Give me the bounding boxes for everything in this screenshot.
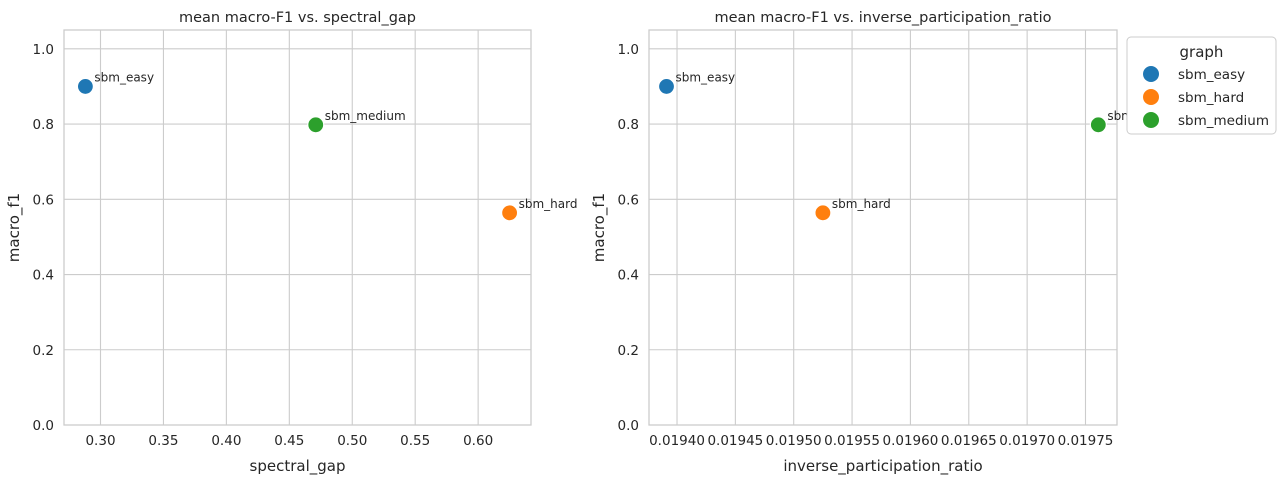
subplot-1: 0.30 0.35 0.40 0.45 0.50 0.55 0.60 0.0 0.2 0.4 0.6…: [5, 10, 577, 476]
data-point-sbm_easy: [76, 77, 94, 96]
legend-entry-label: sbm_medium: [1178, 113, 1269, 129]
legend-box: [1126, 36, 1277, 135]
x-tick-label: 0.45: [274, 433, 304, 449]
x-tick-label: 0.01975: [1058, 433, 1114, 449]
y-axis-label: macro_f1: [590, 193, 609, 262]
y-tick-label: 0.4: [33, 268, 54, 284]
x-tick-label: 0.01940: [649, 433, 705, 449]
data-point-sbm_hard: [814, 204, 832, 222]
x-tick-label: 0.01965: [941, 433, 997, 449]
chart-title: mean macro-F1 vs. inverse_participation_…: [715, 10, 1052, 26]
y-tick-label: 0.4: [618, 268, 639, 284]
data-point-label: sbm_easy: [94, 70, 154, 84]
chart-title: mean macro-F1 vs. spectral_gap: [179, 10, 416, 26]
subplot-2: 0.01940 0.01945 0.01950 0.01955 0.01960 0.019…: [590, 10, 1277, 476]
legend-marker-sbm_easy: [1143, 66, 1159, 82]
y-tick-label: 0.0: [618, 418, 639, 434]
data-point-label: sbm_easy: [676, 70, 736, 84]
data-point-sbm_medium: [1089, 116, 1107, 134]
x-tick-label: 0.35: [148, 433, 178, 449]
y-tick-label: 1.0: [618, 42, 639, 58]
x-tick-label: 0.01960: [883, 433, 939, 449]
plot-frame: [63, 29, 532, 426]
data-point-sbm_medium: [307, 116, 325, 134]
x-axis-label: spectral_gap: [250, 457, 346, 476]
x-tick-label: 0.60: [463, 433, 493, 449]
legend-marker-sbm_hard: [1143, 89, 1159, 105]
y-tick-label: 0.6: [618, 192, 639, 208]
x-tick-label: 0.01955: [824, 433, 880, 449]
y-tick-label: 0.8: [618, 117, 639, 133]
y-tick-label: 1.0: [33, 42, 54, 58]
data-point-sbm_easy: [657, 77, 676, 96]
y-tick-label: 0.0: [33, 418, 54, 434]
plot-frame: [648, 29, 1118, 426]
data-point-label: sbm_hard: [832, 197, 891, 211]
x-tick-label: 0.01945: [707, 433, 763, 449]
x-tick-label: 0.40: [211, 433, 241, 449]
legend-entry-label: sbm_hard: [1178, 90, 1244, 106]
data-point-label: sbm_hard: [519, 197, 578, 211]
x-tick-label: 0.01970: [999, 433, 1055, 449]
x-axis-label: inverse_participation_ratio: [783, 457, 982, 476]
data-point-sbm_hard: [501, 204, 519, 222]
y-tick-label: 0.8: [33, 117, 54, 133]
legend-marker-sbm_medium: [1143, 112, 1159, 128]
legend-entry-label: sbm_easy: [1178, 67, 1245, 83]
legend-title: graph: [1180, 43, 1224, 61]
x-tick-label: 0.01950: [766, 433, 822, 449]
legend: graph sbm_easy sbm_hard sbm_medium: [1126, 36, 1277, 135]
y-tick-label: 0.2: [618, 343, 639, 359]
y-tick-label: 0.6: [33, 192, 54, 208]
data-point-label: sbm_medium: [325, 109, 406, 123]
x-tick-label: 0.55: [400, 433, 430, 449]
x-tick-label: 0.50: [337, 433, 367, 449]
y-axis-label: macro_f1: [5, 193, 24, 262]
y-tick-label: 0.2: [33, 343, 54, 359]
x-tick-label: 0.30: [85, 433, 115, 449]
